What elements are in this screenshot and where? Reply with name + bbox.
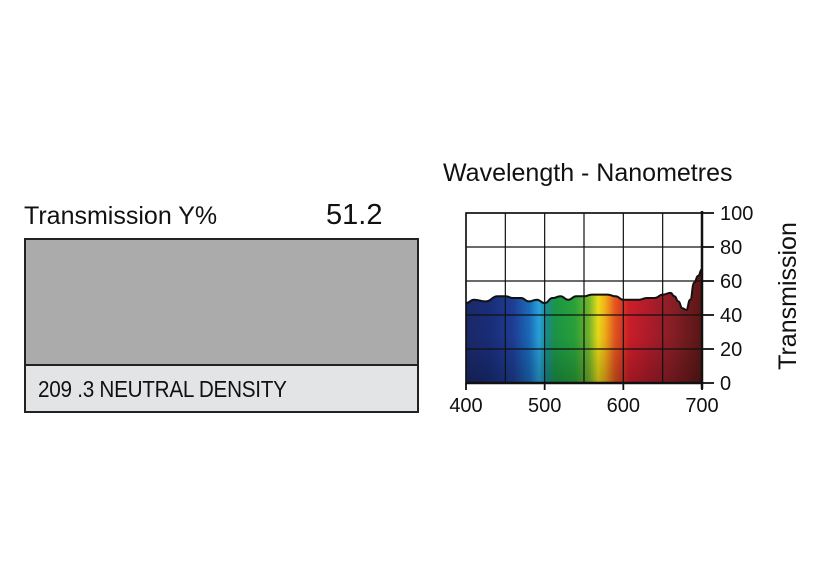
tick-labels: 0 20 40 60 80 100 400 500 600 700 xyxy=(449,203,753,417)
filter-name: 209 .3 NEUTRAL DENSITY xyxy=(38,376,287,402)
filter-name-box: 209 .3 NEUTRAL DENSITY xyxy=(26,366,417,411)
x-tick-label: 400 xyxy=(449,395,482,417)
x-tick-label: 600 xyxy=(607,395,640,417)
y-tick-label: 40 xyxy=(720,305,742,327)
y-tick-label: 0 xyxy=(720,373,731,395)
y-tick-label: 60 xyxy=(720,271,742,293)
series-line-group xyxy=(465,268,703,311)
grid xyxy=(465,212,703,384)
transmission-label: Transmission Y% xyxy=(24,202,218,230)
y-tick-label: 100 xyxy=(720,203,753,225)
y-axis-label: Transmission xyxy=(774,222,802,370)
x-tick-label: 700 xyxy=(685,395,718,417)
filter-swatch: 209 .3 NEUTRAL DENSITY xyxy=(24,238,419,413)
series-line xyxy=(465,268,703,311)
transmission-chart: 0 20 40 60 80 100 400 500 600 700 Transmission xyxy=(449,203,802,417)
y-tick-label: 20 xyxy=(720,339,742,361)
transmission-value: 51.2 xyxy=(326,199,383,231)
y-tick-label: 80 xyxy=(720,237,742,259)
chart-title: Wavelength - Nanometres xyxy=(443,159,733,187)
axes xyxy=(465,211,714,390)
x-tick-label: 500 xyxy=(528,395,561,417)
swatch-color-block xyxy=(26,240,417,366)
